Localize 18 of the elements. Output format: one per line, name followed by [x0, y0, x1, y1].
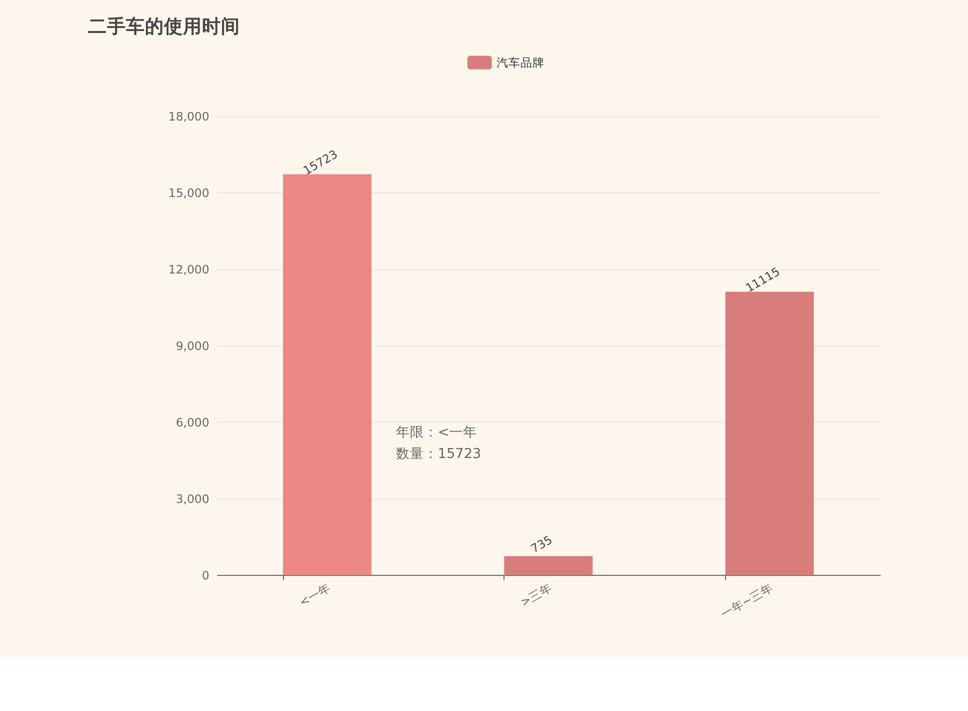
y-tick-label: 9,000 [176, 338, 210, 353]
chart-title: 二手车的使用时间 [88, 15, 240, 38]
x-tick-label: <一年 [296, 580, 334, 610]
y-tick-label: 0 [202, 568, 210, 582]
data-label: 735 [528, 532, 555, 556]
y-tick-label: 3,000 [176, 492, 210, 506]
annotation: 数量：15723 [396, 446, 482, 462]
bar [282, 174, 372, 575]
bar [504, 556, 593, 575]
x-tick-label: 一年~三年 [718, 580, 776, 622]
y-tick-label: 6,000 [176, 415, 210, 430]
y-tick-label: 18,000 [168, 110, 210, 124]
legend-label: 汽车品牌 [496, 55, 545, 70]
y-tick-label: 12,000 [168, 262, 210, 277]
y-tick-label: 15,000 [168, 186, 210, 200]
bar [725, 292, 814, 575]
x-tick-label: >三年 [518, 580, 554, 610]
annotation: 年限：<一年 [396, 424, 478, 441]
